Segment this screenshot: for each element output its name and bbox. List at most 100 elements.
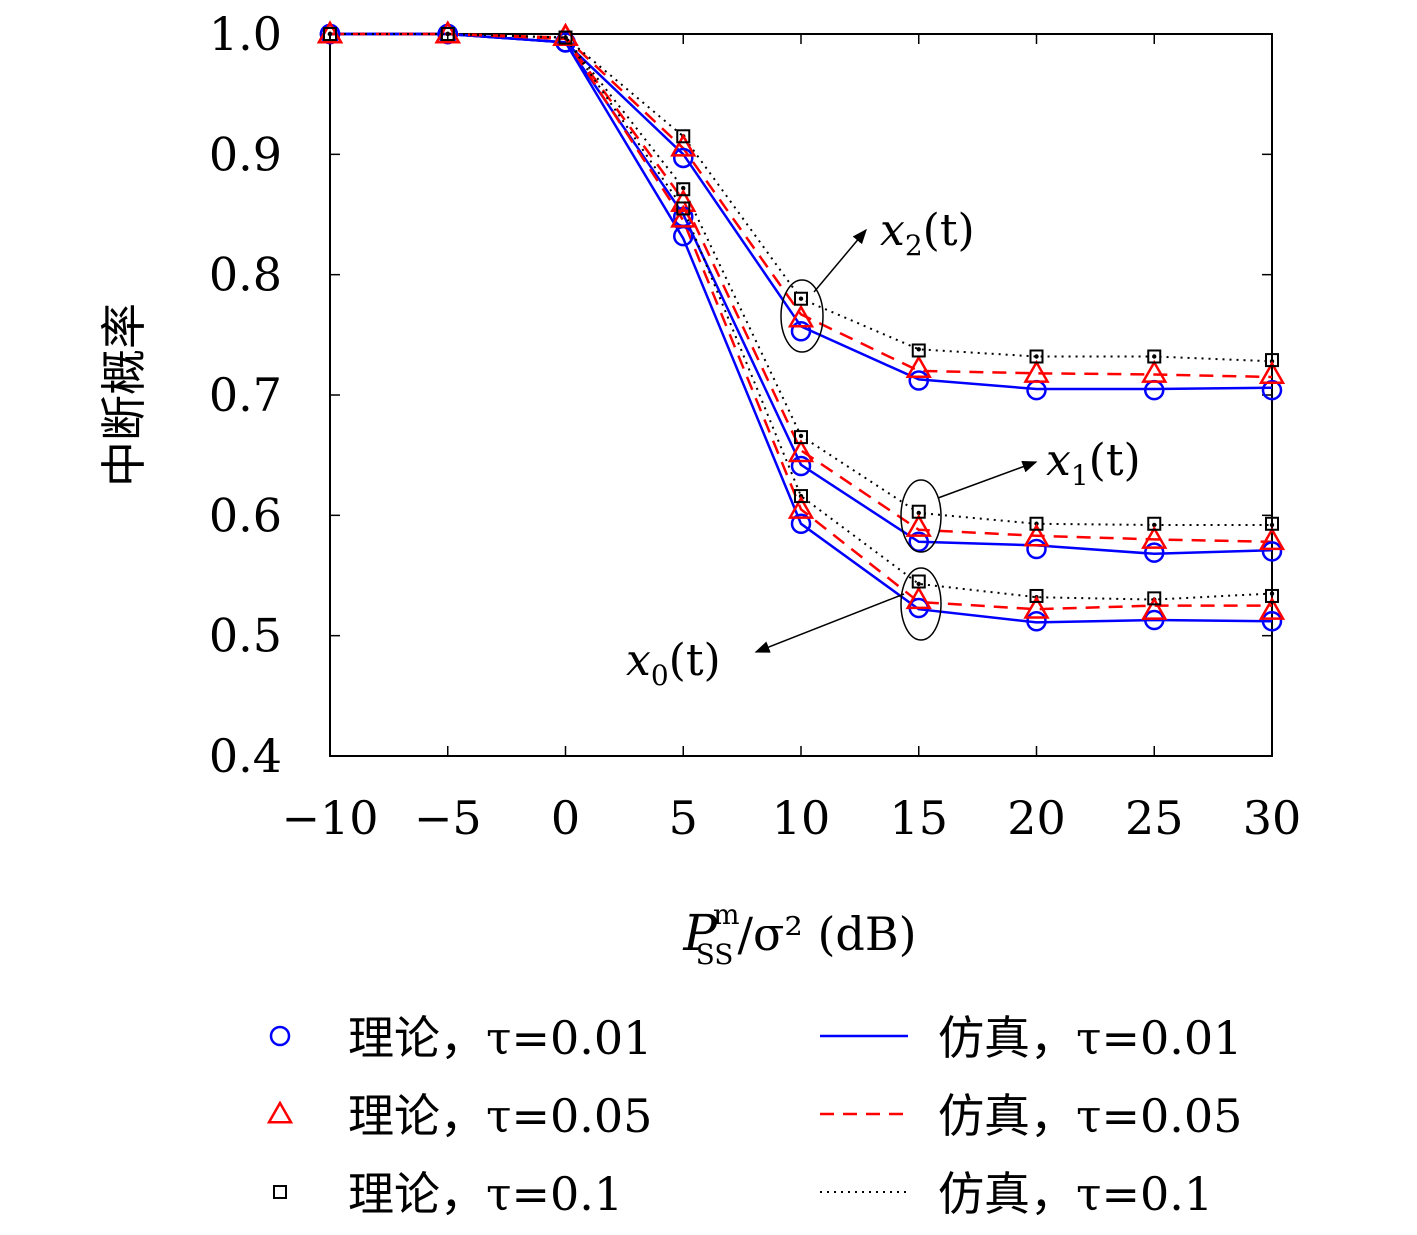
legend-marker-triangle xyxy=(266,1100,294,1124)
x-tick-label: 15 xyxy=(889,791,948,845)
theory-marker-group1-tau-0-05 xyxy=(1258,527,1286,551)
sim-line-group0-tau-0-05 xyxy=(330,32,1273,379)
x-axis-label-sup: m xyxy=(713,898,740,931)
legend-marker-square xyxy=(273,1185,287,1199)
theory-marker-group2-tau-0-05 xyxy=(1141,596,1168,620)
theory-marker-group1-tau-0-05 xyxy=(1023,523,1050,547)
theory-marker-group2-tau-0-1 xyxy=(676,201,691,216)
theory-marker-group1-tau-0-1 xyxy=(794,430,808,445)
theory-marker-group1-tau-0-05 xyxy=(905,513,932,537)
theory-marker-group0-tau-0-05 xyxy=(1141,359,1168,383)
x-tick-label: 25 xyxy=(1125,791,1184,845)
theory-marker-group2-tau-0-1 xyxy=(440,27,455,41)
x-tick-label: −5 xyxy=(414,791,482,845)
sim-point xyxy=(1269,522,1275,528)
theory-marker-group1-tau-0-01 xyxy=(908,531,929,553)
theory-marker-group2-tau-0-01 xyxy=(1144,609,1165,631)
theory-marker-group2-tau-0-05 xyxy=(1023,595,1050,619)
arrow-x0 xyxy=(754,593,905,653)
theory-marker-group0-tau-0-1 xyxy=(794,291,808,306)
legend-label: 仿真，τ=0.01 xyxy=(938,1011,1242,1065)
theory-marker-group2-tau-0-1 xyxy=(1147,591,1162,606)
theory-marker-group2-tau-0-1 xyxy=(1265,588,1279,603)
theory-marker-group2-tau-0-05 xyxy=(1258,596,1286,620)
x-tick-label: 10 xyxy=(772,791,831,845)
x-tick-label: −10 xyxy=(281,791,378,845)
theory-marker-group2-tau-0-1 xyxy=(558,30,573,45)
marker-layer xyxy=(316,20,1286,632)
theory-marker-group2-tau-0-01 xyxy=(790,513,812,535)
x-axis-ticks: −10 −5 0 5 10 15 20 25 30 xyxy=(281,34,1301,845)
legend-label: 理论，τ=0.05 xyxy=(348,1089,652,1143)
theory-marker-group2-tau-0-01 xyxy=(1026,610,1047,632)
sim-point xyxy=(681,185,686,191)
sim-point xyxy=(1034,354,1039,359)
sim-point xyxy=(1269,591,1275,596)
sim-line-group2-tau-0-05 xyxy=(330,32,1272,611)
theory-marker-group1-tau-0-1 xyxy=(1029,516,1044,531)
y-axis-label: 中断概率 xyxy=(97,303,151,487)
theory-marker-group0-tau-0-01 xyxy=(673,147,694,169)
annotation-x1: x1(t) xyxy=(1046,435,1141,492)
group-ellipses xyxy=(780,279,942,641)
theory-marker-group0-tau-0-1 xyxy=(1029,349,1044,364)
theory-marker-group1-tau-0-1 xyxy=(1265,516,1279,531)
sim-point xyxy=(445,31,450,37)
theory-marker-group0-tau-0-05 xyxy=(905,355,932,379)
sim-point xyxy=(563,35,568,40)
sim-line-group0-tau-0-01 xyxy=(330,32,1273,391)
theory-marker-group0-tau-0-1 xyxy=(911,343,926,358)
legend-label: 理论，τ=0.01 xyxy=(348,1011,652,1065)
theory-marker-group0-tau-0-01 xyxy=(908,370,929,391)
theory-marker-group1-tau-0-1 xyxy=(676,182,691,197)
ellipse-x2 xyxy=(780,279,824,353)
sim-point xyxy=(1152,354,1157,359)
sim-point xyxy=(916,581,921,587)
sim-point xyxy=(798,296,804,301)
theory-marker-group2-tau-0-1 xyxy=(1029,588,1044,603)
y-tick-label: 0.5 xyxy=(209,609,282,663)
theory-marker-group2-tau-0-1 xyxy=(794,489,808,504)
ellipse-x0 xyxy=(900,567,942,641)
theory-marker-group0-tau-0-05 xyxy=(787,304,815,328)
sim-point xyxy=(1152,522,1157,528)
x-axis-label-main: P xyxy=(682,904,718,962)
theory-marker-group1-tau-0-01 xyxy=(790,455,812,477)
legend: 理论，τ=0.01 仿真，τ=0.01 理论，τ=0.05 仿真，τ=0.05 理论，τ… xyxy=(266,1011,1242,1221)
x-tick-label: 0 xyxy=(551,791,580,845)
annotation-arrows xyxy=(754,228,1038,653)
plot-frame xyxy=(329,33,1273,757)
sim-point xyxy=(916,347,921,352)
theory-marker-group2-tau-0-1 xyxy=(323,27,337,41)
theory-marker-group1-tau-0-1 xyxy=(1147,516,1162,531)
theory-marker-group0-tau-0-01 xyxy=(1261,379,1283,401)
legend-label: 仿真，τ=0.05 xyxy=(938,1089,1242,1143)
theory-marker-group1-tau-0-05 xyxy=(787,439,815,463)
theory-marker-group1-tau-0-01 xyxy=(1261,541,1283,562)
theory-marker-group0-tau-0-01 xyxy=(790,320,812,342)
sim-point xyxy=(798,433,804,439)
theory-marker-group2-tau-0-05 xyxy=(905,586,932,610)
legend-marker-circle xyxy=(269,1025,291,1047)
theory-marker-group0-tau-0-05 xyxy=(670,133,697,157)
theory-marker-group1-tau-0-01 xyxy=(1026,538,1047,560)
x-axis-label-rest: /σ² (dB) xyxy=(737,907,916,961)
y-tick-label: 1.0 xyxy=(209,7,282,61)
annotation-x2: x2(t) xyxy=(880,205,975,262)
theory-marker-group0-tau-0-1 xyxy=(1265,353,1279,368)
x-axis-label: Pm SS/σ² (dB) xyxy=(682,898,916,971)
y-tick-label: 0.6 xyxy=(209,488,282,542)
theory-marker-group2-tau-0-1 xyxy=(911,574,926,589)
x-tick-label: 20 xyxy=(1007,791,1066,845)
theory-marker-group0-tau-0-1 xyxy=(676,129,691,144)
x-tick-label: 5 xyxy=(669,791,698,845)
sim-point xyxy=(327,31,333,37)
sim-line-group0-tau-0-1 xyxy=(330,33,1273,363)
theory-marker-group1-tau-0-01 xyxy=(1144,542,1165,563)
arrow-x2 xyxy=(813,228,867,293)
theory-marker-group1-tau-0-05 xyxy=(1141,525,1168,549)
theory-marker-group2-tau-0-05 xyxy=(787,495,815,519)
annotation-x0: x0(t) xyxy=(626,635,721,692)
y-tick-label: 0.7 xyxy=(209,368,282,422)
